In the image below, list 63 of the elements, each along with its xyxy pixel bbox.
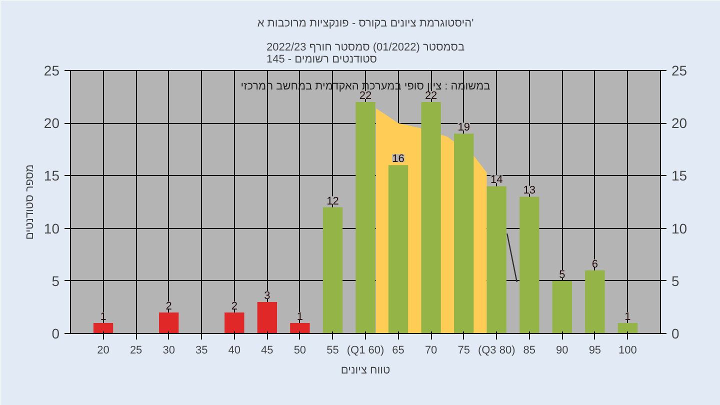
data-label: 16 bbox=[392, 153, 404, 166]
data-label: 2 bbox=[166, 300, 172, 312]
y-tick-label: 25 bbox=[44, 62, 60, 78]
y-tick-label: 20 bbox=[44, 115, 60, 132]
y2-tick-label: 25 bbox=[672, 62, 688, 78]
data-label: 2 bbox=[231, 300, 238, 312]
y-axis-title: מספר סטודנטים bbox=[24, 164, 36, 240]
x-tick-label: 30 bbox=[162, 344, 175, 356]
x-tick-label: 40 bbox=[228, 344, 241, 356]
x-tick-label: 85 bbox=[523, 344, 536, 356]
bar bbox=[257, 302, 277, 334]
data-label: 3 bbox=[264, 290, 270, 302]
x-tick-label: 75 bbox=[458, 344, 470, 356]
bar bbox=[618, 322, 638, 334]
y2-tick-label: 15 bbox=[672, 168, 688, 184]
data-label: 19 bbox=[458, 122, 470, 134]
y-tick-label: 5 bbox=[52, 272, 60, 289]
bar bbox=[552, 280, 572, 334]
bar bbox=[159, 312, 179, 334]
y-tick-label: 15 bbox=[44, 168, 60, 184]
bar bbox=[290, 322, 310, 334]
bar bbox=[388, 165, 408, 334]
data-label: 22 bbox=[424, 90, 438, 102]
y2-tick-label: 20 bbox=[672, 115, 688, 132]
x-tick-label: 45 bbox=[261, 344, 274, 356]
data-label: 1 bbox=[100, 310, 106, 323]
y-tick-label: 0 bbox=[52, 326, 60, 342]
x-axis-title: טווח ציונים bbox=[340, 364, 390, 376]
data-label: 5 bbox=[559, 268, 566, 281]
chart-title: היסטוגרמת ציונים בקורס - פונקציות מרוכבות א' bbox=[257, 18, 474, 30]
x-tick-label: 70 bbox=[424, 344, 438, 356]
data-label: 14 bbox=[490, 174, 503, 186]
data-label: 6 bbox=[592, 258, 598, 270]
bar bbox=[93, 322, 114, 334]
bar bbox=[356, 102, 376, 334]
bar bbox=[585, 270, 605, 334]
x-tick-label: (Q1 60) bbox=[346, 344, 384, 356]
y2-tick-label: 0 bbox=[672, 326, 680, 342]
data-label: 1 bbox=[296, 310, 304, 323]
y2-tick-label: 5 bbox=[672, 272, 680, 289]
x-tick-label: 65 bbox=[392, 344, 404, 356]
chart-subtitle: בסמסטר (01/2022) סמסטר חורף 2022/23 סטודנטים רשומים - 145 bbox=[266, 42, 465, 66]
x-tick-label: (Q3 80) bbox=[478, 344, 516, 356]
x-tick-label: 35 bbox=[195, 344, 208, 356]
x-tick-label: 50 bbox=[294, 344, 306, 356]
x-tick-label: 95 bbox=[588, 344, 602, 356]
bar bbox=[520, 196, 540, 334]
x-tick-label: 20 bbox=[97, 344, 110, 356]
x-tick-label: 25 bbox=[130, 344, 142, 356]
bar bbox=[486, 186, 506, 334]
y-tick-label: 10 bbox=[44, 220, 60, 236]
x-tick-label: 55 bbox=[326, 344, 339, 356]
data-label: 22 bbox=[359, 90, 372, 102]
data-label: 12 bbox=[326, 195, 339, 208]
bar bbox=[322, 207, 343, 334]
bar bbox=[224, 312, 244, 334]
data-label: 13 bbox=[523, 184, 536, 197]
x-tick-label: 90 bbox=[556, 344, 568, 356]
bar bbox=[421, 102, 441, 334]
x-tick-label: 100 bbox=[618, 344, 637, 356]
bar bbox=[454, 134, 474, 334]
y2-tick-label: 10 bbox=[672, 220, 688, 236]
data-label: 1 bbox=[624, 310, 631, 323]
